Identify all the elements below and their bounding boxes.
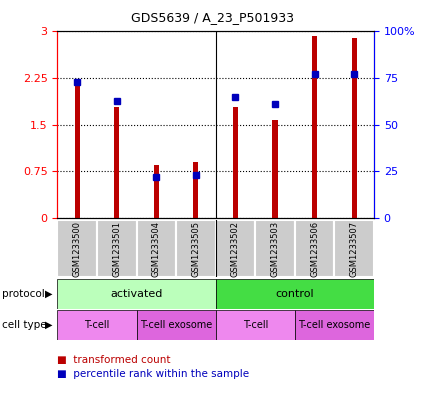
Text: GSM1233500: GSM1233500 <box>73 220 82 277</box>
Text: cell type: cell type <box>2 320 47 330</box>
Text: activated: activated <box>110 289 163 299</box>
Bar <box>255 220 295 277</box>
Text: GSM1233503: GSM1233503 <box>271 220 280 277</box>
Bar <box>97 220 136 277</box>
Bar <box>154 165 159 218</box>
Text: ▶: ▶ <box>45 320 53 330</box>
Text: ■  transformed count: ■ transformed count <box>57 354 171 365</box>
Bar <box>334 220 374 277</box>
Bar <box>75 81 80 218</box>
Text: ▶: ▶ <box>45 289 53 299</box>
Bar <box>215 279 374 309</box>
Bar <box>295 220 334 277</box>
Bar <box>136 220 176 277</box>
Bar <box>57 310 136 340</box>
Text: GDS5639 / A_23_P501933: GDS5639 / A_23_P501933 <box>131 11 294 24</box>
Bar <box>233 107 238 218</box>
Bar <box>215 220 255 277</box>
Bar <box>57 220 97 277</box>
Bar <box>351 38 357 218</box>
Bar <box>57 279 215 309</box>
Bar <box>295 310 374 340</box>
Text: ■  percentile rank within the sample: ■ percentile rank within the sample <box>57 369 249 379</box>
Text: T-cell: T-cell <box>84 320 110 330</box>
Bar <box>312 36 317 218</box>
Text: GSM1233505: GSM1233505 <box>191 220 201 277</box>
Text: GSM1233501: GSM1233501 <box>112 220 121 277</box>
Text: protocol: protocol <box>2 289 45 299</box>
Text: GSM1233504: GSM1233504 <box>152 220 161 277</box>
Bar <box>114 107 119 218</box>
Text: control: control <box>275 289 314 299</box>
Text: GSM1233506: GSM1233506 <box>310 220 319 277</box>
Text: T-cell exosome: T-cell exosome <box>298 320 371 330</box>
Text: T-cell exosome: T-cell exosome <box>140 320 212 330</box>
Bar <box>193 162 198 218</box>
Bar <box>136 310 215 340</box>
Bar <box>176 220 215 277</box>
Bar <box>215 310 295 340</box>
Text: GSM1233502: GSM1233502 <box>231 220 240 277</box>
Text: GSM1233507: GSM1233507 <box>350 220 359 277</box>
Text: T-cell: T-cell <box>243 320 268 330</box>
Bar <box>272 120 278 218</box>
